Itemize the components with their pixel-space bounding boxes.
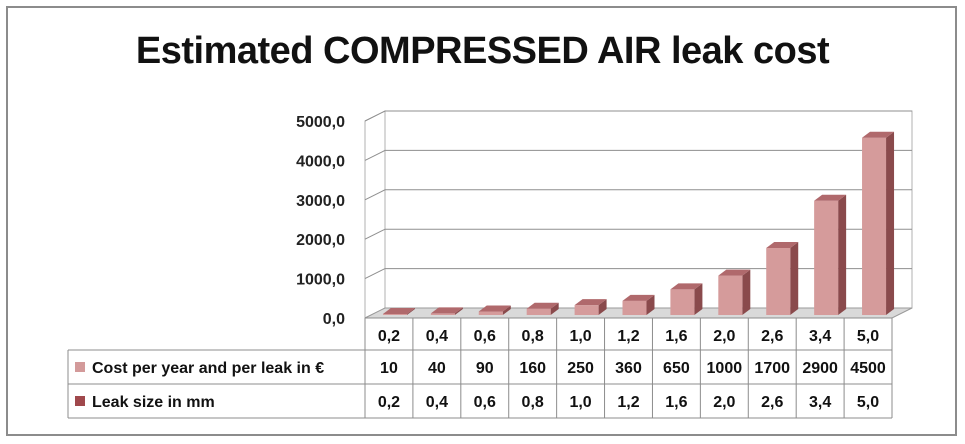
bar [814, 194, 847, 315]
category-label: 0,8 [522, 328, 544, 345]
data-label: 360 [615, 360, 642, 377]
bar-top [670, 283, 703, 290]
bar-top [526, 302, 559, 309]
gridlines [364, 110, 912, 280]
category-label: 1,0 [569, 328, 591, 345]
bar-front [766, 248, 791, 315]
y-tick-label: 5000,0 [296, 114, 345, 131]
bar-top [622, 294, 655, 301]
category-label: 3,4 [809, 328, 831, 345]
data-label: 1,0 [569, 394, 591, 411]
bar-front [862, 137, 887, 315]
data-label: 40 [428, 360, 446, 377]
bar-top [862, 131, 895, 138]
gridline [364, 268, 912, 280]
bar-front [478, 311, 503, 315]
y-tick-label: 4000,0 [296, 153, 345, 170]
category-label: 0,2 [378, 328, 400, 345]
bars [382, 131, 895, 315]
bar-side [502, 305, 511, 315]
bar-side [406, 308, 415, 315]
side-wall [364, 110, 386, 319]
category-label: 0,6 [474, 328, 496, 345]
bar-top [382, 308, 415, 314]
series-name: Leak size in mm [92, 394, 215, 411]
bar [670, 283, 703, 315]
bar-top [766, 242, 799, 249]
bar-side [646, 294, 655, 315]
y-tick-label: 1000,0 [296, 272, 345, 289]
data-label: 2,0 [713, 394, 735, 411]
chart-title: Estimated COMPRESSED AIR leak cost [135, 30, 830, 72]
data-label: 0,2 [378, 394, 400, 411]
y-tick-label: 3000,0 [296, 193, 345, 210]
bar-top [814, 194, 847, 201]
bar [430, 307, 463, 315]
category-label: 0,4 [426, 328, 448, 345]
bar-top [718, 269, 751, 276]
bar-front [430, 313, 455, 315]
gridline [364, 228, 912, 240]
bar [574, 299, 607, 315]
series-name: Cost per year and per leak in € [92, 360, 324, 377]
data-label: 2900 [802, 360, 838, 377]
data-label: 160 [519, 360, 546, 377]
bar-top [574, 299, 607, 306]
bar [862, 131, 895, 315]
gridline [364, 110, 912, 122]
gridline [364, 189, 912, 201]
data-label: 0,6 [474, 394, 496, 411]
bar-front [718, 275, 743, 315]
category-label: 1,2 [617, 328, 639, 345]
y-axis-ticks: 0,0 1000,0 2000,0 3000,0 4000,0 5000,0 [296, 114, 345, 328]
bar-top [478, 305, 511, 312]
bar-front [814, 200, 839, 315]
bar-side [742, 269, 751, 315]
category-label: 1,6 [665, 328, 687, 345]
data-label: 1000 [707, 360, 743, 377]
data-label: 250 [567, 360, 594, 377]
y-tick-label: 2000,0 [296, 232, 345, 249]
category-label: 5,0 [857, 328, 879, 345]
data-label: 650 [663, 360, 690, 377]
bar-front [382, 314, 407, 315]
legend-key [75, 396, 85, 406]
bar-front [526, 308, 551, 315]
bar-side [598, 299, 607, 315]
gridline [364, 149, 912, 161]
y-tick-label: 0,0 [323, 311, 345, 328]
bar-top [430, 307, 463, 314]
data-label: 1700 [754, 360, 790, 377]
data-label: 5,0 [857, 394, 879, 411]
bar [478, 305, 511, 315]
category-label: 2,0 [713, 328, 735, 345]
bar-side [790, 242, 799, 315]
bar-side [694, 283, 703, 315]
bar [526, 302, 559, 315]
bar-side [454, 307, 463, 315]
bar [766, 242, 799, 315]
bar [718, 269, 751, 315]
bar-front [574, 305, 599, 315]
data-label: 10 [380, 360, 398, 377]
bar-front [670, 289, 695, 315]
data-label: 2,6 [761, 394, 783, 411]
data-label: 1,2 [617, 394, 639, 411]
category-label: 2,6 [761, 328, 783, 345]
legend-key [75, 362, 85, 372]
bar [622, 294, 655, 315]
data-label: 90 [476, 360, 494, 377]
data-label: 3,4 [809, 394, 831, 411]
data-label: 1,6 [665, 394, 687, 411]
data-table: 0,2 0,4 0,6 0,8 1,0 1,2 1,6 2,0 2,6 3,4 5,0 Cost pe… [67, 317, 893, 419]
bar-side [550, 302, 559, 315]
bar-side [838, 194, 847, 315]
bar-side [886, 131, 895, 315]
bar [382, 308, 415, 315]
data-label: 0,8 [522, 394, 544, 411]
data-label: 4500 [850, 360, 886, 377]
bar-front [622, 300, 647, 315]
data-label: 0,4 [426, 394, 448, 411]
